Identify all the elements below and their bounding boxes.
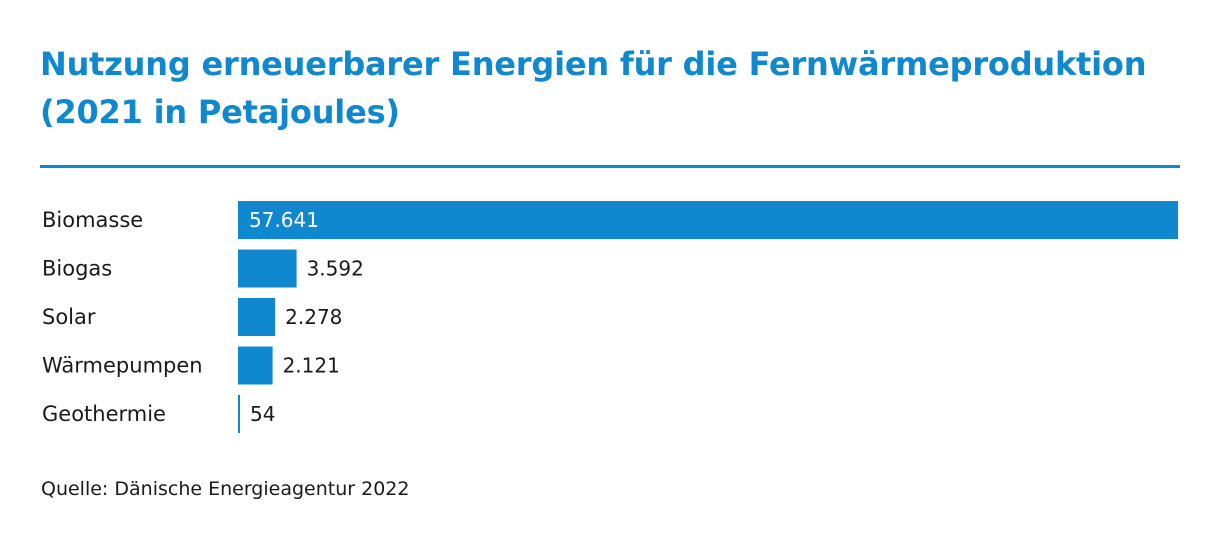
chart-title-line-2: (2021 in Petajoules) bbox=[40, 93, 400, 131]
value-label-geothermie: 54 bbox=[250, 402, 275, 426]
value-label-solar: 2.278 bbox=[285, 305, 342, 329]
category-label-solar: Solar bbox=[42, 305, 96, 329]
bar-biomasse bbox=[238, 201, 1178, 239]
category-label-waermepumpen: Wärmepumpen bbox=[42, 354, 203, 378]
category-label-biogas: Biogas bbox=[42, 257, 112, 281]
chart-title: Nutzung erneuerbarer Energien für die Fe… bbox=[40, 40, 1190, 136]
category-label-biomasse: Biomasse bbox=[42, 208, 143, 232]
bar-geothermie bbox=[238, 395, 240, 433]
bar-biogas bbox=[238, 249, 297, 288]
value-label-biogas: 3.592 bbox=[307, 257, 364, 281]
bar-solar bbox=[238, 298, 276, 336]
bar-waermepumpen bbox=[238, 346, 273, 385]
chart-title-line-1: Nutzung erneuerbarer Energien für die Fe… bbox=[40, 45, 1147, 83]
source-note: Quelle: Dänische Energieagentur 2022 bbox=[41, 478, 410, 500]
value-label-waermepumpen: 2.121 bbox=[283, 354, 340, 378]
bar-chart: Biomasse 57.641 Biogas 3.592 Solar 2.278 Wärme… bbox=[42, 201, 1178, 433]
value-label-biomasse: 57.641 bbox=[249, 208, 319, 232]
category-label-geothermie: Geothermie bbox=[42, 402, 166, 426]
title-divider bbox=[40, 165, 1180, 168]
